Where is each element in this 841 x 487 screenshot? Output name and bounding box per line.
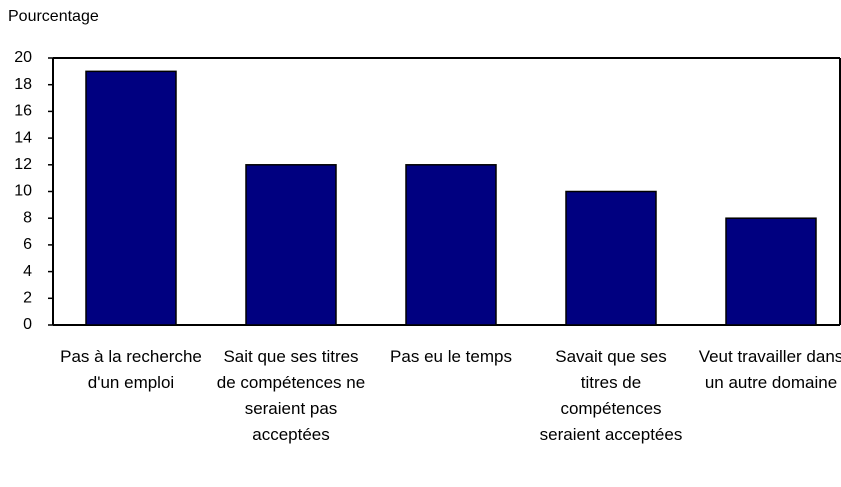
- y-tick-label: 16: [14, 103, 32, 120]
- y-tick-label: 20: [14, 49, 32, 66]
- y-tick-label: 18: [14, 76, 32, 93]
- x-tick-label: Savait que ses titres de compétences ser…: [539, 347, 683, 444]
- bar: [85, 70, 177, 326]
- bar: [405, 164, 497, 326]
- y-tick-label: 10: [14, 183, 32, 200]
- y-axis-label: Pourcentage: [8, 8, 99, 25]
- y-tick-label: 14: [14, 129, 32, 146]
- bar: [245, 164, 337, 326]
- y-tick-label: 8: [23, 209, 32, 226]
- x-tick-label: Pas à la recherche d'un emploi: [60, 347, 202, 392]
- x-tick-label: Veut travailler dans un autre domaine: [698, 347, 841, 392]
- x-tick-label: Sait que ses titres de compétences ne se…: [216, 347, 366, 444]
- bar: [565, 190, 657, 326]
- y-tick-label: 12: [14, 156, 32, 173]
- bar: [725, 217, 817, 326]
- y-tick-label: 0: [23, 316, 32, 333]
- y-tick-label: 6: [23, 236, 32, 253]
- y-tick-label: 2: [23, 290, 32, 307]
- x-tick-label: Pas eu le temps: [390, 347, 512, 366]
- y-tick-label: 4: [23, 263, 32, 280]
